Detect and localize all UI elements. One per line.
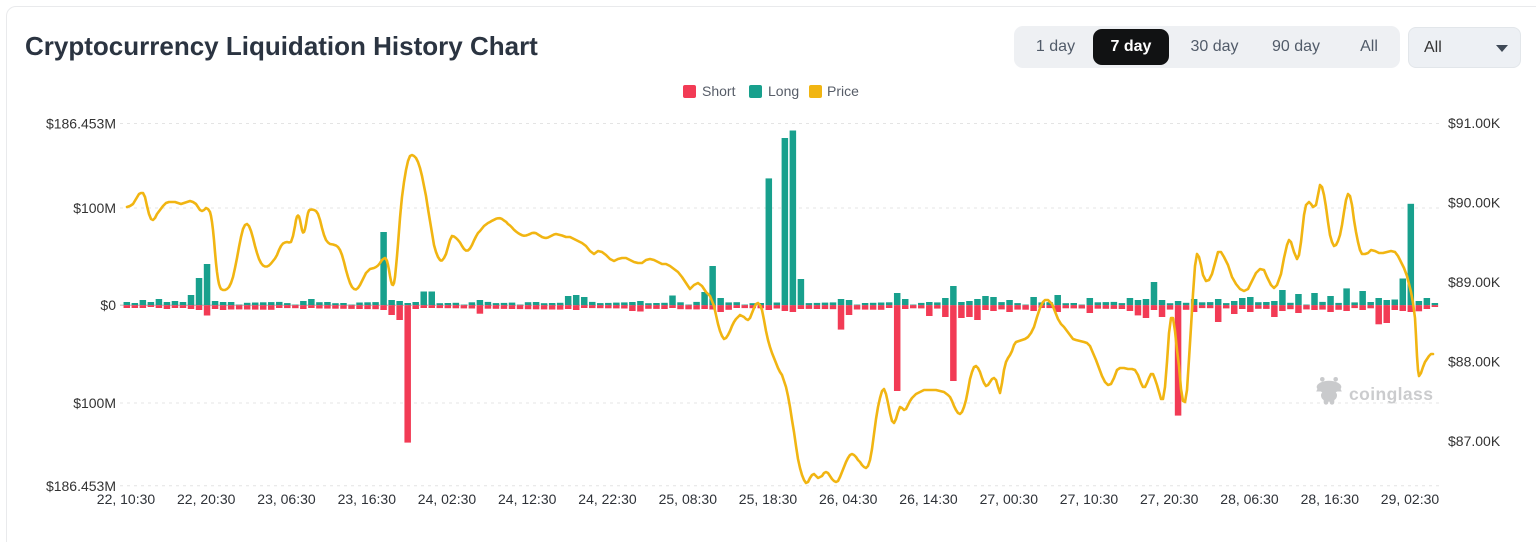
svg-text:$100M: $100M (73, 395, 116, 411)
svg-text:23, 06:30: 23, 06:30 (257, 491, 316, 507)
svg-text:27, 20:30: 27, 20:30 (1140, 491, 1199, 507)
svg-text:22, 20:30: 22, 20:30 (177, 491, 236, 507)
svg-text:$89.00K: $89.00K (1448, 274, 1501, 290)
svg-text:24, 12:30: 24, 12:30 (498, 491, 557, 507)
svg-text:$186.453M: $186.453M (46, 478, 116, 494)
svg-text:$90.00K: $90.00K (1448, 195, 1501, 211)
svg-text:24, 02:30: 24, 02:30 (418, 491, 477, 507)
svg-text:29, 02:30: 29, 02:30 (1381, 491, 1440, 507)
svg-text:28, 06:30: 28, 06:30 (1220, 491, 1279, 507)
svg-text:$100M: $100M (73, 200, 116, 216)
svg-text:$0: $0 (100, 297, 116, 313)
svg-text:$87.00K: $87.00K (1448, 433, 1501, 449)
svg-text:22, 10:30: 22, 10:30 (97, 491, 156, 507)
svg-text:26, 14:30: 26, 14:30 (899, 491, 958, 507)
svg-text:25, 18:30: 25, 18:30 (739, 491, 798, 507)
svg-text:$91.00K: $91.00K (1448, 115, 1501, 131)
svg-text:28, 16:30: 28, 16:30 (1301, 491, 1360, 507)
svg-text:27, 00:30: 27, 00:30 (980, 491, 1039, 507)
svg-text:27, 10:30: 27, 10:30 (1060, 491, 1119, 507)
svg-text:23, 16:30: 23, 16:30 (338, 491, 397, 507)
svg-text:$88.00K: $88.00K (1448, 354, 1501, 370)
svg-text:26, 04:30: 26, 04:30 (819, 491, 878, 507)
svg-text:24, 22:30: 24, 22:30 (578, 491, 637, 507)
svg-text:coinglass: coinglass (1349, 384, 1433, 404)
svg-text:$186.453M: $186.453M (46, 116, 116, 132)
svg-text:25, 08:30: 25, 08:30 (659, 491, 718, 507)
